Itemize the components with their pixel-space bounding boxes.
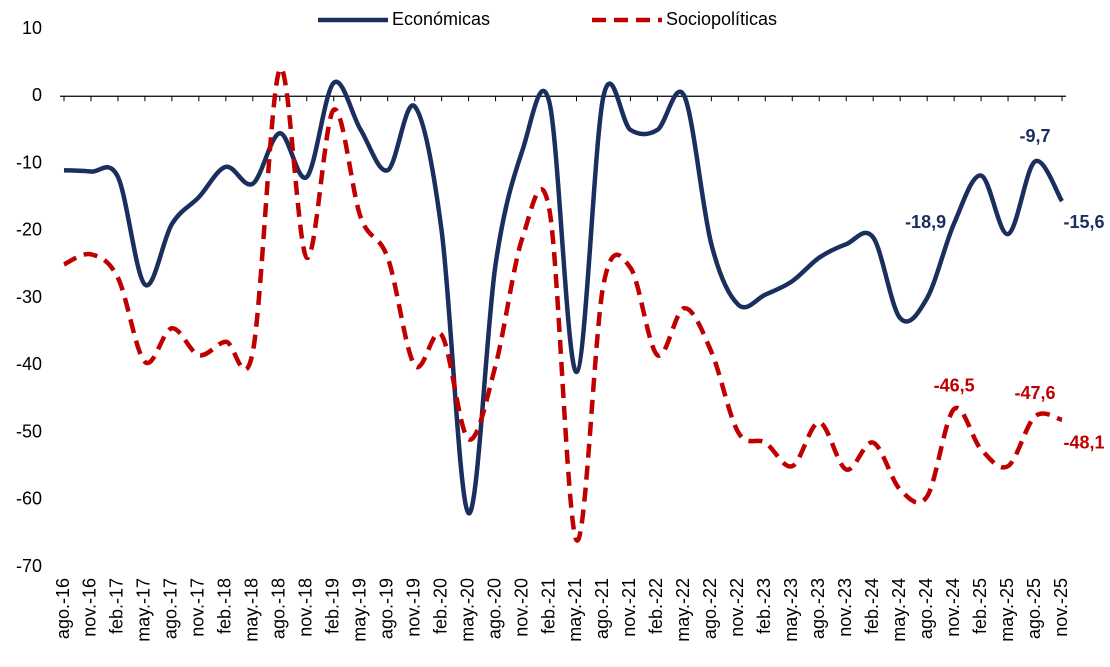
x-tick-label: feb.-18 (215, 578, 235, 634)
data-label: -18,9 (905, 212, 946, 232)
x-tick-label: ago.-21 (592, 578, 612, 639)
y-tick-label: -10 (16, 152, 42, 172)
x-tick-label: may.-23 (781, 578, 801, 642)
x-tick-label: feb.-17 (107, 578, 127, 634)
legend-label: Sociopolíticas (666, 9, 777, 29)
y-tick-label: -50 (16, 421, 42, 441)
x-tick-label: ago.-16 (53, 578, 73, 639)
y-tick-label: -70 (16, 556, 42, 576)
x-tick-label: may.-25 (997, 578, 1017, 642)
x-tick-label: may.-21 (565, 578, 585, 642)
x-tick-label: may.-17 (134, 578, 154, 642)
x-tick-label: ago.-18 (269, 578, 289, 639)
y-tick-label: -30 (16, 287, 42, 307)
y-tick-label: -40 (16, 354, 42, 374)
data-label: -9,7 (1020, 126, 1051, 146)
x-tick-label: ago.-24 (916, 578, 936, 639)
x-tick-label: nov.-22 (727, 578, 747, 637)
x-tick-label: ago.-25 (1024, 578, 1044, 639)
y-tick-label: -60 (16, 489, 42, 509)
x-tick-label: feb.-23 (754, 578, 774, 634)
x-tick-label: feb.-21 (538, 578, 558, 634)
y-tick-label: 0 (32, 85, 42, 105)
x-tick-label: may.-18 (242, 578, 262, 642)
legend-label: Económicas (392, 9, 490, 29)
x-tick-label: nov.-23 (835, 578, 855, 637)
x-tick-label: ago.-23 (808, 578, 828, 639)
x-tick-label: may.-19 (349, 578, 369, 642)
x-tick-label: nov.-20 (511, 578, 531, 637)
series-line (63, 66, 1063, 543)
x-tick-label: nov.-25 (1051, 578, 1071, 637)
x-tick-label: feb.-22 (646, 578, 666, 634)
x-tick-label: nov.-24 (943, 578, 963, 637)
x-tick-label: ago.-20 (484, 578, 504, 639)
x-tick-label: may.-24 (889, 578, 909, 642)
x-tick-label: nov.-18 (296, 578, 316, 637)
x-tick-label: ago.-19 (376, 578, 396, 639)
x-tick-label: nov.-17 (188, 578, 208, 637)
y-tick-label: -20 (16, 220, 42, 240)
data-label: -47,6 (1015, 383, 1056, 403)
x-tick-label: nov.-19 (403, 578, 423, 637)
x-tick-label: feb.-20 (430, 578, 450, 634)
x-tick-label: feb.-24 (862, 578, 882, 634)
x-tick-label: may.-20 (457, 578, 477, 642)
x-tick-label: feb.-25 (970, 578, 990, 634)
data-label: -48,1 (1063, 432, 1104, 452)
x-tick-label: nov.-21 (619, 578, 639, 637)
data-label: -15,6 (1063, 212, 1104, 232)
x-tick-label: nov.-16 (80, 578, 100, 637)
y-tick-label: 10 (22, 18, 42, 38)
x-tick-label: feb.-19 (322, 578, 342, 634)
x-tick-label: may.-22 (673, 578, 693, 642)
series-line (63, 79, 1064, 516)
x-tick-label: ago.-17 (161, 578, 181, 639)
x-tick-label: ago.-22 (700, 578, 720, 639)
data-label: -46,5 (934, 376, 975, 396)
